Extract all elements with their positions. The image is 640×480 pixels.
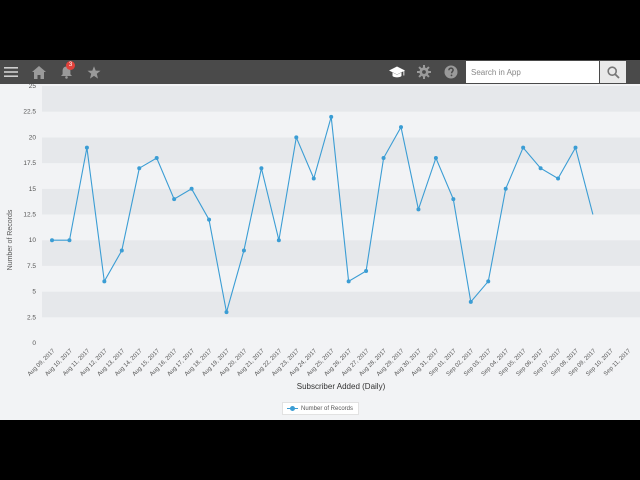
data-point[interactable] <box>329 114 334 119</box>
data-point[interactable] <box>207 217 212 222</box>
data-point[interactable] <box>172 197 177 202</box>
data-point[interactable] <box>224 310 229 315</box>
data-point[interactable] <box>241 248 246 253</box>
y-tick-label: 2.5 <box>27 314 36 321</box>
data-point[interactable] <box>119 248 124 253</box>
data-point[interactable] <box>102 279 107 284</box>
notification-count-badge: 3 <box>66 61 75 70</box>
data-point[interactable] <box>154 155 159 160</box>
y-axis-label: Number of Records <box>7 209 14 270</box>
question-mark-icon[interactable] <box>442 60 460 84</box>
data-point[interactable] <box>294 135 299 140</box>
grid-band <box>42 137 640 164</box>
y-tick-label: 5 <box>32 289 36 296</box>
grid-band <box>42 111 640 138</box>
y-tick-label: 20 <box>29 134 37 141</box>
y-axis-ticks: 0 2.5 5 7.5 10 12.5 15 17.5 20 22.5 25 <box>23 84 36 347</box>
hamburger-menu-icon[interactable] <box>2 60 20 84</box>
legend-marker <box>287 405 298 412</box>
grid-band <box>42 163 640 189</box>
data-point[interactable] <box>416 207 421 212</box>
graduation-cap-icon[interactable] <box>387 60 407 84</box>
data-point[interactable] <box>259 166 264 171</box>
data-point[interactable] <box>503 186 508 191</box>
data-point[interactable] <box>556 176 561 181</box>
data-point[interactable] <box>67 238 72 243</box>
data-point[interactable] <box>276 238 281 243</box>
home-icon[interactable] <box>30 60 48 84</box>
series-line <box>52 116 594 313</box>
grid-band <box>42 291 640 318</box>
search-input[interactable] <box>466 61 599 83</box>
grid-band <box>42 265 640 292</box>
grid-band <box>42 240 640 266</box>
app-frame: 3 0 2.5 5 7.5 10 12.5 15 17.5 20 22.5 25 Aug 09, 2… <box>0 60 640 420</box>
x-axis-label: Subscriber Added (Daily) <box>297 382 386 391</box>
y-tick-label: 17.5 <box>23 160 36 167</box>
data-point[interactable] <box>468 299 473 304</box>
y-tick-label: 12.5 <box>23 212 36 219</box>
grid-band <box>42 86 640 112</box>
data-point[interactable] <box>538 166 543 171</box>
y-tick-label: 22.5 <box>23 109 36 116</box>
data-point[interactable] <box>521 145 526 150</box>
data-point[interactable] <box>381 155 386 160</box>
y-tick-label: 25 <box>29 84 37 90</box>
grid-bands <box>42 86 640 343</box>
search-button[interactable] <box>600 61 626 83</box>
star-icon[interactable] <box>85 60 103 84</box>
data-point[interactable] <box>433 155 438 160</box>
y-tick-label: 0 <box>32 340 36 347</box>
magnifier-icon <box>606 65 620 79</box>
data-point[interactable] <box>50 238 54 243</box>
data-point[interactable] <box>486 279 491 284</box>
data-point[interactable] <box>451 197 456 202</box>
y-tick-label: 7.5 <box>27 263 36 270</box>
data-point[interactable] <box>311 176 316 181</box>
legend-label: Number of Records <box>301 405 354 412</box>
data-point[interactable] <box>189 186 194 191</box>
grid-band <box>42 214 640 241</box>
data-point[interactable] <box>84 145 89 150</box>
data-point[interactable] <box>137 166 142 171</box>
y-tick-label: 10 <box>29 237 37 244</box>
data-point[interactable] <box>346 279 351 284</box>
top-navigation-bar: 3 <box>0 60 640 84</box>
gear-icon[interactable] <box>415 60 433 84</box>
grid-band <box>42 317 640 343</box>
data-points <box>50 114 578 315</box>
chart-legend[interactable]: Number of Records <box>282 402 359 415</box>
data-point[interactable] <box>573 145 578 150</box>
line-chart: 0 2.5 5 7.5 10 12.5 15 17.5 20 22.5 25 Aug 09, 201… <box>7 84 640 391</box>
y-tick-label: 15 <box>29 186 37 193</box>
data-point[interactable] <box>364 269 369 274</box>
data-point[interactable] <box>399 125 403 130</box>
